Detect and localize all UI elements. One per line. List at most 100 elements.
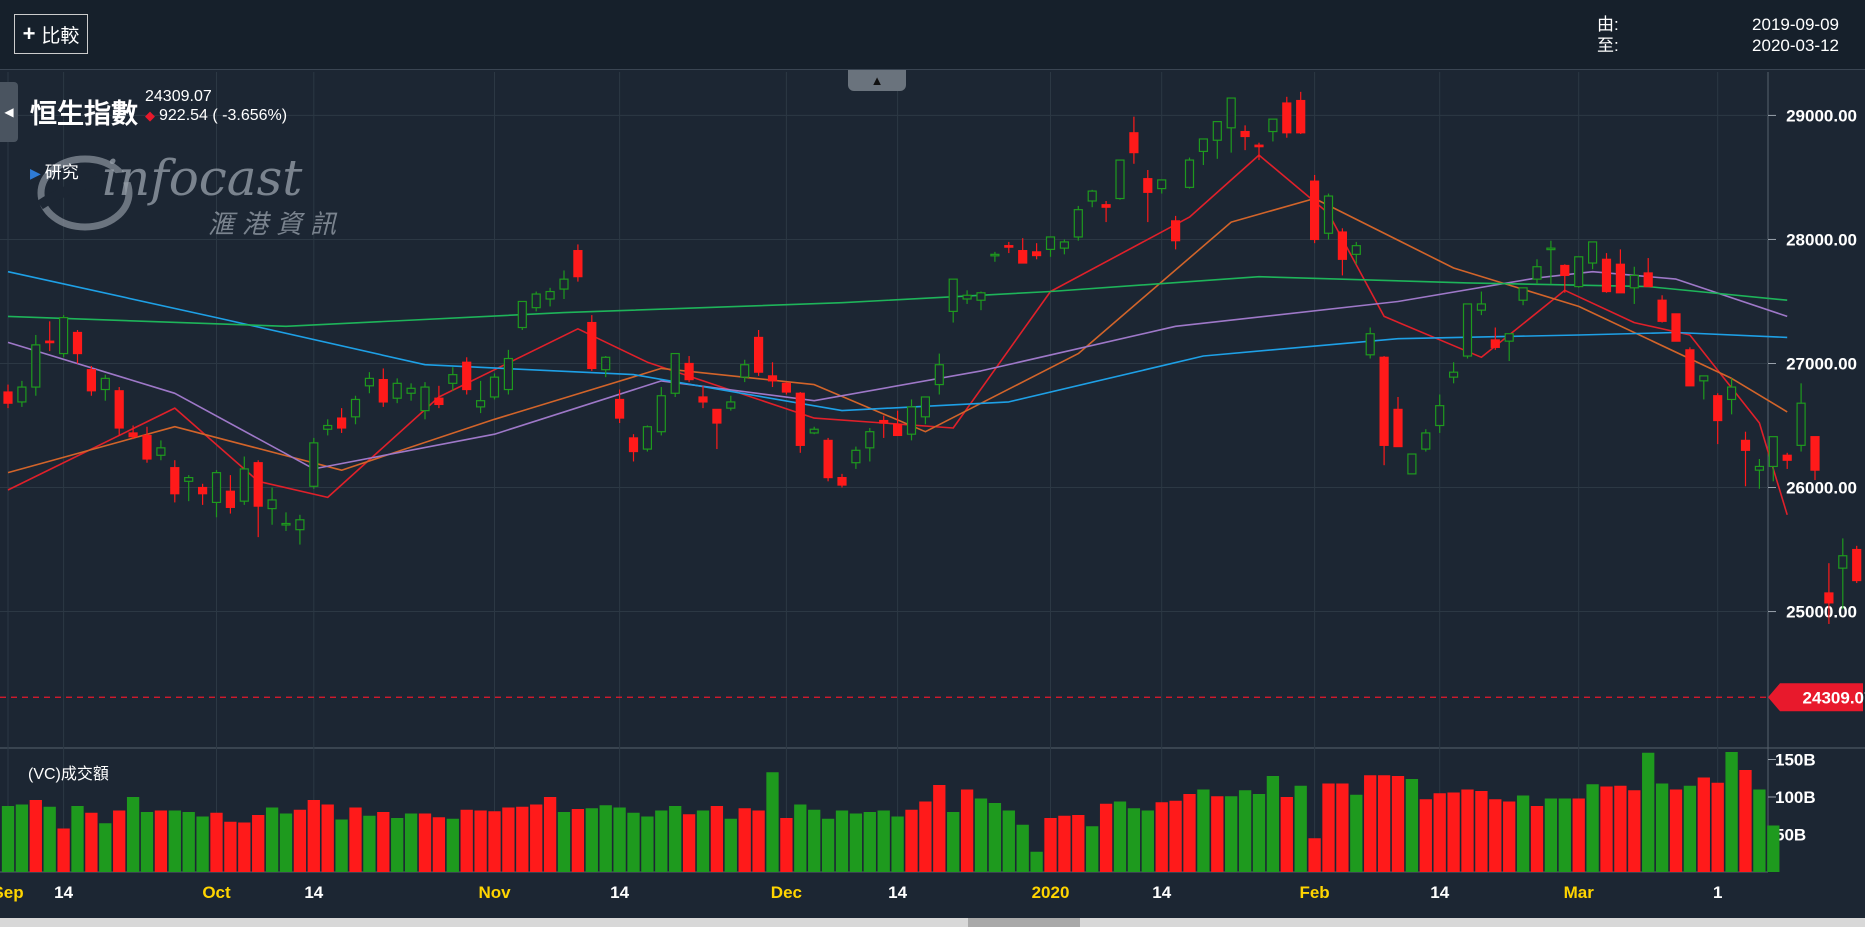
volume-bar — [627, 812, 640, 872]
candle-body — [1838, 555, 1848, 569]
candle-body — [1087, 190, 1097, 202]
volume-bar — [1350, 794, 1363, 872]
candle-body — [1407, 453, 1417, 475]
volume-bar — [724, 818, 737, 872]
candle-body — [378, 379, 388, 403]
expand-toolbar-button[interactable]: ▲ — [848, 70, 906, 91]
volume-bar — [1558, 798, 1571, 872]
volume-bar — [1072, 815, 1085, 872]
volume-bar — [905, 809, 918, 872]
top-toolbar: + 比較 由: 至: 2019-09-09 2020-03-12 — [0, 0, 1865, 70]
candle-body — [1170, 220, 1181, 242]
candle-body — [1296, 99, 1306, 134]
volume-bar — [335, 819, 348, 872]
volume-bar — [669, 806, 682, 872]
candle-body — [364, 377, 374, 387]
candle-body — [1393, 408, 1403, 448]
volume-bar — [1211, 796, 1224, 872]
candle-body — [837, 477, 847, 486]
volume-bar — [1753, 789, 1766, 872]
infocast-logo: infocast 滙港資訊 — [37, 149, 344, 240]
candle-body — [253, 462, 263, 507]
candle-body — [1824, 592, 1834, 604]
volume-bar — [696, 810, 710, 872]
volume-bar — [863, 812, 876, 872]
candle-body — [948, 278, 958, 312]
x-tick-label: 2020 — [1032, 883, 1070, 902]
from-date[interactable]: 2019-09-09 — [1752, 15, 1839, 34]
ma100-line — [7, 275, 1788, 328]
volume-bar — [1642, 752, 1655, 872]
candle-body — [17, 386, 27, 403]
volume-bar — [613, 807, 626, 872]
candle-body — [86, 369, 97, 392]
volume-bar — [1322, 783, 1335, 872]
volume-bar — [682, 814, 696, 872]
volume-bar — [974, 798, 988, 872]
volume-bar — [404, 813, 418, 872]
compare-button[interactable]: + 比較 — [14, 14, 88, 54]
x-tick-label: 1 — [1713, 883, 1722, 902]
volume-bar — [1600, 786, 1613, 872]
volume-bar — [877, 810, 890, 872]
candle-body — [1282, 102, 1292, 134]
candle-body — [1045, 236, 1056, 250]
horizontal-scrollbar[interactable] — [0, 918, 1865, 927]
candle-body — [1574, 256, 1584, 288]
candle-body — [1657, 299, 1667, 322]
candle-body — [281, 522, 291, 526]
volume-bar — [516, 806, 529, 872]
volume-bar — [210, 812, 223, 872]
candle-body — [1198, 138, 1209, 152]
candle-body — [1740, 439, 1751, 451]
volume-bar — [474, 810, 487, 872]
candle-body — [114, 390, 124, 429]
scrollbar-thumb[interactable] — [968, 918, 1080, 927]
candle-body — [642, 426, 653, 450]
to-date[interactable]: 2020-03-12 — [1752, 36, 1839, 55]
candle-body — [1059, 241, 1070, 249]
volume-bar — [794, 804, 807, 872]
y-tick-label: 26000.00 — [1786, 479, 1857, 498]
candle-body — [587, 321, 597, 370]
research-link[interactable]: ▶ 研究 — [30, 158, 79, 183]
candle-body — [1726, 386, 1737, 401]
candle-body — [1073, 209, 1083, 238]
volume-bar — [1183, 794, 1196, 872]
volume-bar — [1127, 808, 1141, 872]
volume-bar — [126, 797, 140, 872]
volume-bar — [1030, 851, 1043, 872]
volume-bar — [196, 816, 209, 872]
volume-bar — [391, 818, 404, 872]
volume-bar — [43, 806, 56, 872]
candle-body — [1379, 356, 1389, 446]
volume-bar — [1628, 790, 1641, 872]
x-tick-label: 14 — [1152, 883, 1171, 902]
logo-subtitle: 滙港資訊 — [208, 210, 344, 240]
candle-body — [1476, 303, 1487, 311]
candle-body — [1240, 130, 1250, 138]
candle-body — [1365, 333, 1375, 356]
volume-bar — [766, 772, 779, 872]
volume-bar — [1280, 797, 1293, 872]
candle-body — [1448, 371, 1459, 378]
candle-body — [1713, 395, 1723, 422]
candle-body — [934, 364, 944, 386]
candle-body — [753, 336, 764, 373]
ma50-line — [7, 270, 1788, 412]
candle-body — [976, 292, 986, 301]
volume-bar — [988, 803, 1002, 872]
volume-bar — [377, 812, 390, 872]
volume-bar — [113, 810, 126, 872]
volume-bar — [238, 822, 251, 872]
candle-body — [920, 396, 931, 418]
volume-bar — [849, 813, 863, 872]
y-tick-label: 25000.00 — [1786, 603, 1857, 622]
volume-bar — [1572, 798, 1585, 872]
candle-body — [1309, 180, 1320, 241]
x-tick-label: Mar — [1564, 883, 1595, 902]
volume-bar — [418, 813, 432, 872]
collapse-panel-button[interactable]: ◀ — [0, 82, 18, 142]
volume-bar — [821, 818, 835, 872]
candle-body — [1435, 405, 1445, 427]
